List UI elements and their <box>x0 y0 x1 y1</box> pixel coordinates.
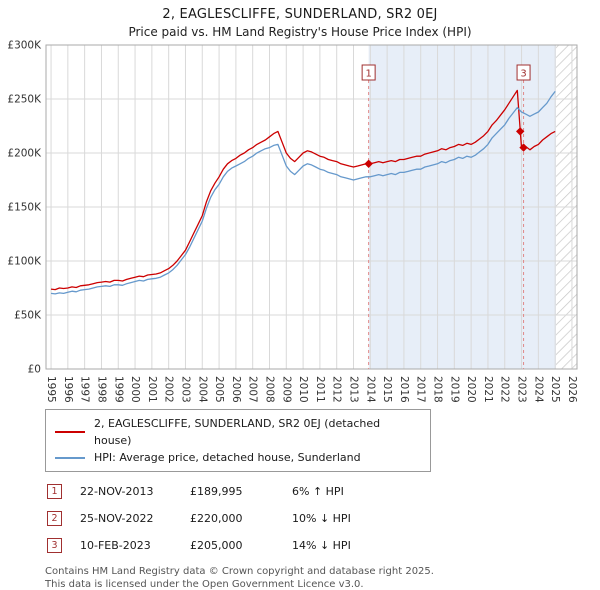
svg-text:2009: 2009 <box>280 376 292 403</box>
transaction-row: 1 22-NOV-2013 £189,995 6% ↑ HPI <box>47 484 600 499</box>
svg-text:1997: 1997 <box>79 376 91 403</box>
svg-text:2020: 2020 <box>465 376 477 403</box>
license-footer: Contains HM Land Registry data © Crown c… <box>45 565 600 590</box>
svg-text:2001: 2001 <box>146 376 158 403</box>
transaction-hpi-delta: 10% ↓ HPI <box>292 512 351 525</box>
transaction-row: 3 10-FEB-2023 £205,000 14% ↓ HPI <box>47 538 600 553</box>
svg-text:2024: 2024 <box>532 376 544 403</box>
svg-text:2019: 2019 <box>448 376 460 403</box>
svg-text:2006: 2006 <box>230 376 242 403</box>
svg-text:2000: 2000 <box>129 376 141 403</box>
svg-text:3: 3 <box>520 69 526 80</box>
price-chart[interactable]: 1 3 £0 £50K £100K £150K £200K £250K £300K 1995 199… <box>0 39 600 407</box>
svg-text:£250K: £250K <box>7 94 42 106</box>
svg-text:£200K: £200K <box>7 148 42 160</box>
footer-line-1: Contains HM Land Registry data © Crown c… <box>45 566 434 577</box>
legend-label-hpi: HPI: Average price, detached house, Sund… <box>94 451 361 464</box>
svg-text:1999: 1999 <box>112 376 124 403</box>
transaction-hpi-delta: 6% ↑ HPI <box>292 485 344 498</box>
svg-text:1996: 1996 <box>62 376 74 403</box>
svg-text:2015: 2015 <box>381 376 393 403</box>
page-title: 2, EAGLESCLIFFE, SUNDERLAND, SR2 0EJ <box>162 7 438 22</box>
svg-text:2017: 2017 <box>415 376 427 403</box>
transaction-date: 22-NOV-2013 <box>80 485 154 498</box>
svg-text:2008: 2008 <box>263 376 275 403</box>
footer-line-2: This data is licensed under the Open Gov… <box>45 579 364 590</box>
legend-entry-property: 2, EAGLESCLIFFE, SUNDERLAND, SR2 0EJ (de… <box>55 415 421 449</box>
transaction-number-badge: 3 <box>47 538 62 553</box>
svg-text:£300K: £300K <box>7 40 42 52</box>
legend-entry-hpi: HPI: Average price, detached house, Sund… <box>55 449 421 466</box>
svg-text:2025: 2025 <box>549 376 561 403</box>
svg-text:2010: 2010 <box>297 376 309 403</box>
legend-label-property: 2, EAGLESCLIFFE, SUNDERLAND, SR2 0EJ (de… <box>94 417 381 447</box>
transaction-price: £205,000 <box>190 539 243 552</box>
series-swatch-hpi <box>55 456 85 459</box>
svg-text:1998: 1998 <box>95 376 107 403</box>
chart-legend: 2, EAGLESCLIFFE, SUNDERLAND, SR2 0EJ (de… <box>45 409 431 472</box>
transaction-date: 10-FEB-2023 <box>80 539 151 552</box>
page-subtitle: Price paid vs. HM Land Registry's House … <box>128 25 472 39</box>
series-swatch-property <box>55 431 85 433</box>
svg-text:1: 1 <box>365 69 371 80</box>
svg-text:2011: 2011 <box>314 376 326 403</box>
transaction-number-badge: 2 <box>47 511 62 526</box>
svg-text:2005: 2005 <box>213 376 225 403</box>
transaction-date: 25-NOV-2022 <box>80 512 154 525</box>
svg-text:£150K: £150K <box>7 202 42 214</box>
svg-text:2026: 2026 <box>566 376 578 403</box>
svg-text:£100K: £100K <box>7 256 42 268</box>
svg-text:1995: 1995 <box>45 376 57 403</box>
transactions-list: 1 22-NOV-2013 £189,995 6% ↑ HPI 2 25-NOV… <box>47 484 600 553</box>
svg-text:£50K: £50K <box>14 310 42 322</box>
svg-text:2014: 2014 <box>364 376 376 403</box>
svg-text:2013: 2013 <box>348 376 360 403</box>
transaction-row: 2 25-NOV-2022 £220,000 10% ↓ HPI <box>47 511 600 526</box>
svg-text:2007: 2007 <box>247 376 259 403</box>
transaction-price: £220,000 <box>190 512 243 525</box>
svg-text:2021: 2021 <box>482 376 494 403</box>
svg-text:2018: 2018 <box>432 376 444 403</box>
transaction-price: £189,995 <box>190 485 243 498</box>
svg-text:2012: 2012 <box>331 376 343 403</box>
transaction-number-badge: 1 <box>47 484 62 499</box>
svg-text:2003: 2003 <box>179 376 191 403</box>
svg-text:2022: 2022 <box>499 376 511 403</box>
svg-text:2023: 2023 <box>516 376 528 403</box>
svg-text:2004: 2004 <box>196 376 208 403</box>
transaction-hpi-delta: 14% ↓ HPI <box>292 539 351 552</box>
svg-text:£0: £0 <box>28 364 41 376</box>
svg-text:2016: 2016 <box>398 376 410 403</box>
svg-text:2002: 2002 <box>163 376 175 403</box>
